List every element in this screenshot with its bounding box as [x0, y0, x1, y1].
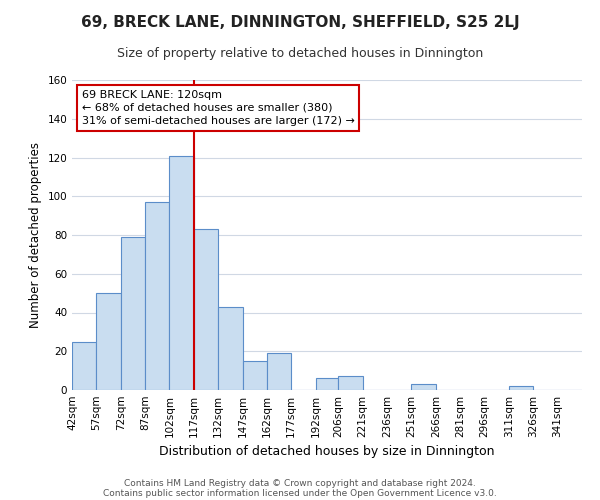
X-axis label: Distribution of detached houses by size in Dinnington: Distribution of detached houses by size …: [159, 446, 495, 458]
Bar: [97, 293, 121, 390]
Bar: [316, 378, 338, 390]
Bar: [121, 237, 145, 390]
Y-axis label: Number of detached properties: Number of detached properties: [29, 142, 42, 328]
Text: 69 BRECK LANE: 120sqm
← 68% of detached houses are smaller (380)
31% of semi-det: 69 BRECK LANE: 120sqm ← 68% of detached …: [82, 90, 355, 126]
Bar: [338, 376, 363, 390]
Bar: [72, 342, 97, 390]
Text: Contains HM Land Registry data © Crown copyright and database right 2024.: Contains HM Land Registry data © Crown c…: [124, 478, 476, 488]
Bar: [412, 384, 436, 390]
Bar: [145, 202, 169, 390]
Bar: [218, 306, 242, 390]
Text: 69, BRECK LANE, DINNINGTON, SHEFFIELD, S25 2LJ: 69, BRECK LANE, DINNINGTON, SHEFFIELD, S…: [80, 15, 520, 30]
Text: Size of property relative to detached houses in Dinnington: Size of property relative to detached ho…: [117, 48, 483, 60]
Bar: [267, 353, 291, 390]
Bar: [509, 386, 533, 390]
Bar: [242, 361, 267, 390]
Text: Contains public sector information licensed under the Open Government Licence v3: Contains public sector information licen…: [103, 488, 497, 498]
Bar: [194, 229, 218, 390]
Bar: [169, 156, 194, 390]
